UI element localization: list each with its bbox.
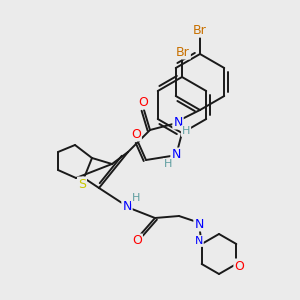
Text: Br: Br bbox=[176, 46, 190, 59]
Text: O: O bbox=[132, 235, 142, 248]
Text: O: O bbox=[234, 260, 244, 272]
Text: N: N bbox=[194, 236, 203, 246]
Text: H: H bbox=[164, 159, 172, 169]
Text: N: N bbox=[122, 200, 132, 212]
Text: H: H bbox=[182, 126, 190, 136]
Text: O: O bbox=[138, 95, 148, 109]
Text: N: N bbox=[173, 116, 183, 128]
Text: S: S bbox=[78, 178, 86, 190]
Text: N: N bbox=[171, 148, 181, 161]
Text: Br: Br bbox=[193, 23, 207, 37]
Text: N: N bbox=[194, 218, 204, 230]
Text: O: O bbox=[131, 128, 141, 140]
Text: H: H bbox=[132, 193, 140, 203]
